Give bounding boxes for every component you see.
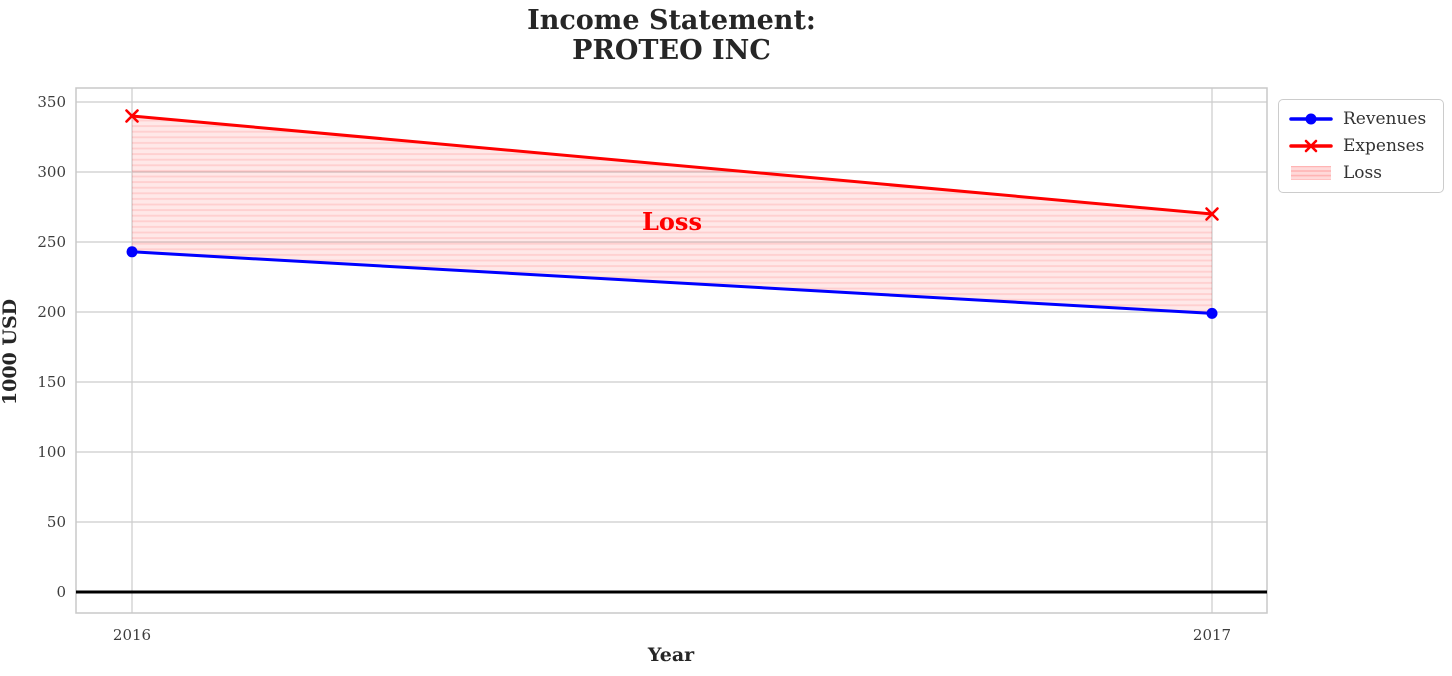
expenses-marker: [1205, 207, 1219, 221]
x-tick-label: 2017: [1193, 626, 1231, 644]
y-tick-label: 350: [37, 93, 66, 111]
loss-annotation: Loss: [642, 207, 702, 236]
x-axis-label: Year: [647, 644, 695, 666]
plot-border: [75, 87, 1268, 614]
chart-title: Income Statement: PROTEO INC: [76, 6, 1267, 66]
revenues-marker: [1206, 307, 1218, 319]
chart-title-line-1: Income Statement:: [527, 5, 816, 36]
revenues-marker: [126, 246, 138, 258]
revenues-line: [130, 250, 1214, 315]
y-tick-label: 300: [37, 163, 66, 181]
y-axis-label: 1000 USD: [0, 299, 21, 405]
loss-fill: [132, 116, 1212, 314]
expenses-marker: [125, 109, 139, 123]
y-tick-label: 50: [47, 513, 66, 531]
y-tick-label: 0: [56, 583, 66, 601]
y-tick-label: 100: [37, 443, 66, 461]
expenses-line: [130, 114, 1214, 216]
y-tick-label: 200: [37, 303, 66, 321]
legend-item-loss: Loss: [1289, 161, 1433, 185]
loss-patch-swatch-icon: [1291, 166, 1331, 180]
legend-label-expenses: Expenses: [1343, 136, 1425, 156]
x-tick-label: 2016: [113, 626, 151, 644]
expenses-line-swatch-icon: [1289, 139, 1333, 153]
legend-label-revenues: Revenues: [1343, 109, 1427, 129]
y-tick-label: 250: [37, 233, 66, 251]
legend-item-expenses: Expenses: [1289, 134, 1433, 158]
chart-title-line-2: PROTEO INC: [572, 35, 771, 66]
revenues-line-swatch-icon: [1289, 113, 1333, 125]
legend-label-loss: Loss: [1343, 163, 1382, 183]
legend: Revenues Expenses Loss: [1278, 99, 1444, 193]
y-tick-label: 150: [37, 373, 66, 391]
legend-item-revenues: Revenues: [1289, 107, 1433, 131]
